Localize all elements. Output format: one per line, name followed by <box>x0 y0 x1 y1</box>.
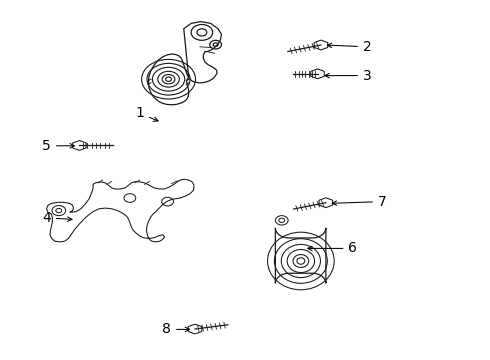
Text: 3: 3 <box>325 69 372 82</box>
Text: 8: 8 <box>162 323 190 336</box>
Text: 5: 5 <box>42 139 74 153</box>
Text: 6: 6 <box>308 242 357 255</box>
Text: 1: 1 <box>135 107 158 121</box>
Text: 7: 7 <box>332 195 387 208</box>
Text: 2: 2 <box>327 40 372 54</box>
Text: 4: 4 <box>42 211 72 225</box>
